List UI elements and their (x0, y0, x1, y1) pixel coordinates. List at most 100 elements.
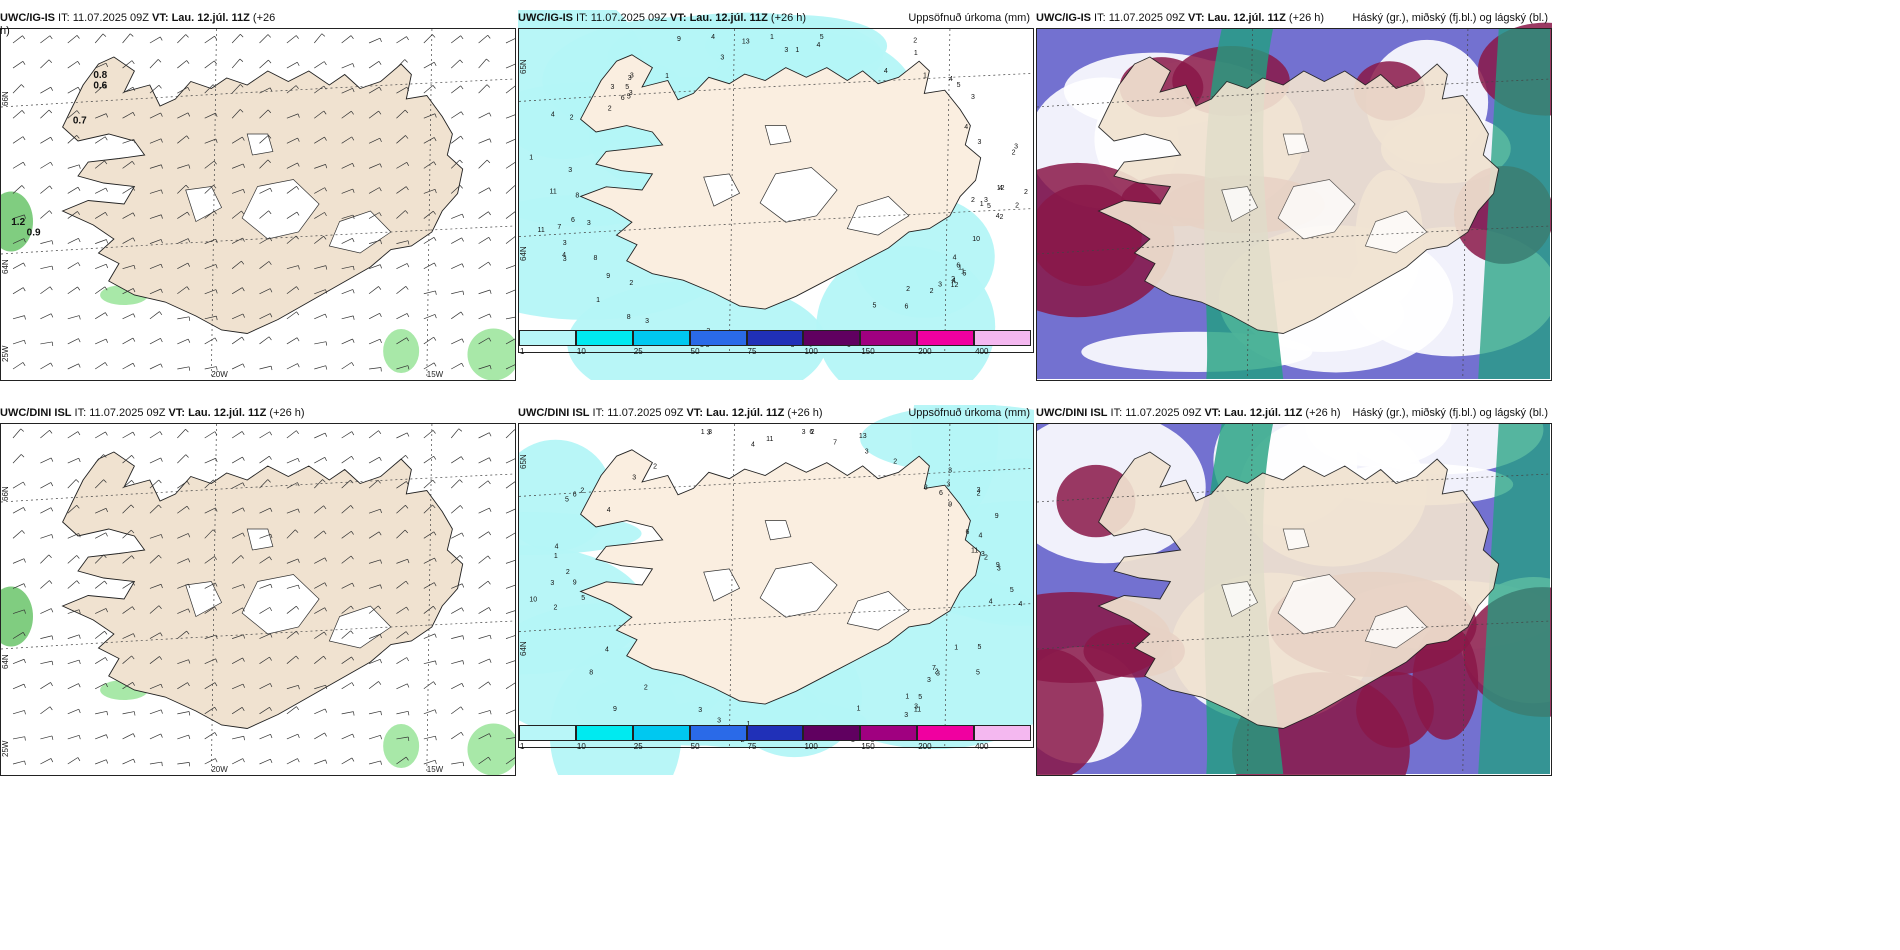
wind-barb-flag (78, 659, 81, 665)
wind-barb (12, 658, 25, 665)
wind-barb-flag (379, 163, 382, 168)
wind-barb-flag (460, 111, 464, 116)
wind-barb (67, 457, 79, 464)
wind-barb (40, 660, 53, 665)
wind-barb-flag (158, 479, 162, 484)
wind-barb-flag (160, 36, 163, 41)
wind-barb-flag (268, 336, 272, 341)
wind-barb-flag (350, 35, 354, 39)
wind-barb (122, 504, 132, 514)
wind-barb (368, 531, 380, 539)
wind-barb-flag (434, 113, 437, 118)
glacier (241, 179, 320, 240)
wind-barb-flag (268, 210, 272, 215)
wind-barb (450, 505, 461, 514)
wind-barb (204, 606, 215, 614)
wind-barb-flag (188, 659, 191, 664)
wind-barb (314, 187, 325, 194)
wind-barb (341, 362, 352, 370)
wind-barb (259, 455, 270, 464)
wind-barb (478, 580, 489, 589)
wind-barb-flag (406, 337, 409, 342)
wind-barb (423, 479, 433, 489)
wind-barb-flag (78, 735, 81, 740)
wind-barb-flag (160, 138, 163, 143)
wind-barb (231, 431, 243, 439)
wind-barb (149, 59, 159, 69)
wind-barb (314, 212, 325, 219)
value-label: 2 (971, 197, 975, 204)
value-label: 6 (965, 529, 969, 536)
value-label: 4 (817, 42, 821, 49)
wind-barb-flag (51, 635, 54, 640)
wind-barb-flag (160, 264, 163, 269)
wind-barb (12, 507, 24, 514)
wind-barb (314, 365, 326, 370)
wind-barb-flag (296, 706, 300, 711)
wind-barb-flag (296, 211, 300, 216)
wind-barb-flag (296, 430, 299, 435)
value-label: 3 (717, 718, 721, 725)
value-label: 6 (956, 263, 960, 270)
wind-barb-flag (324, 582, 327, 587)
panel-precip-p5: UWC/DINI ISL IT: 11.07.2025 09Z VT: Lau.… (518, 405, 1034, 775)
wind-barb (341, 733, 353, 740)
wind-barb-flag (352, 733, 355, 738)
wind-barb (40, 109, 50, 119)
wind-barb-flag (462, 762, 464, 767)
value-label: 4 (952, 278, 956, 285)
wind-barb (368, 86, 380, 94)
wind-barb (67, 60, 78, 69)
wind-barb (314, 289, 326, 295)
panel-title: UWC/IG-IS IT: 11.07.2025 09Z VT: Lau. 12… (518, 12, 1032, 25)
value-label: 3 (904, 712, 908, 719)
wind-barb-flag (104, 136, 108, 141)
value-label: 5 (820, 34, 824, 41)
wind-barb (122, 606, 133, 614)
colorbar-cell (632, 330, 690, 346)
graticule-lon (944, 28, 951, 352)
wind-barb (423, 210, 434, 219)
wind-barb-flag (461, 583, 465, 588)
wind-barb (12, 110, 23, 119)
wind-barb (505, 429, 515, 439)
wind-barb (259, 87, 271, 94)
wind-barb-flag (188, 558, 191, 563)
wind-barb (232, 735, 244, 740)
wind-barb (67, 634, 80, 639)
wind-barb-flag (353, 266, 355, 271)
wind-barb (177, 262, 189, 270)
wind-barb-flag (240, 84, 244, 88)
title-lead: (+26 h) (1302, 407, 1341, 419)
wind-barb (204, 238, 217, 244)
wind-barb-flag (188, 583, 191, 588)
wind-barb (451, 683, 463, 690)
wind-barb (423, 61, 435, 69)
wind-barb-flag (132, 112, 136, 117)
wind-barb (451, 111, 462, 119)
wind-barb-flag (242, 507, 245, 512)
wind-barb-flag (215, 239, 218, 244)
wind-barb-flag (459, 59, 463, 64)
wind-barb-flag (461, 607, 464, 612)
map-canvas: 5111143245353736352131110942123364257998… (518, 405, 1034, 775)
lat-label: 64N (1, 654, 10, 669)
wind-barb (314, 631, 325, 639)
wind-barb-flag (298, 585, 300, 590)
value-label: 5 (1010, 587, 1014, 594)
wind-barb (423, 633, 435, 639)
wind-barb (231, 456, 243, 464)
wind-barb (314, 655, 324, 664)
wind-barb-flag (352, 63, 355, 68)
wind-barb (177, 630, 187, 639)
value-label: 2 (893, 458, 897, 465)
wind-barb-flag (407, 240, 410, 245)
wind-barb (94, 211, 106, 219)
wind-barb-flag (350, 479, 354, 484)
value-label: 4 (562, 252, 566, 259)
wind-barb-flag (103, 479, 107, 483)
wind-barb (95, 734, 107, 740)
wind-barb (259, 683, 271, 690)
high-cloud-band (1478, 424, 1550, 774)
wind-barb (451, 607, 462, 614)
